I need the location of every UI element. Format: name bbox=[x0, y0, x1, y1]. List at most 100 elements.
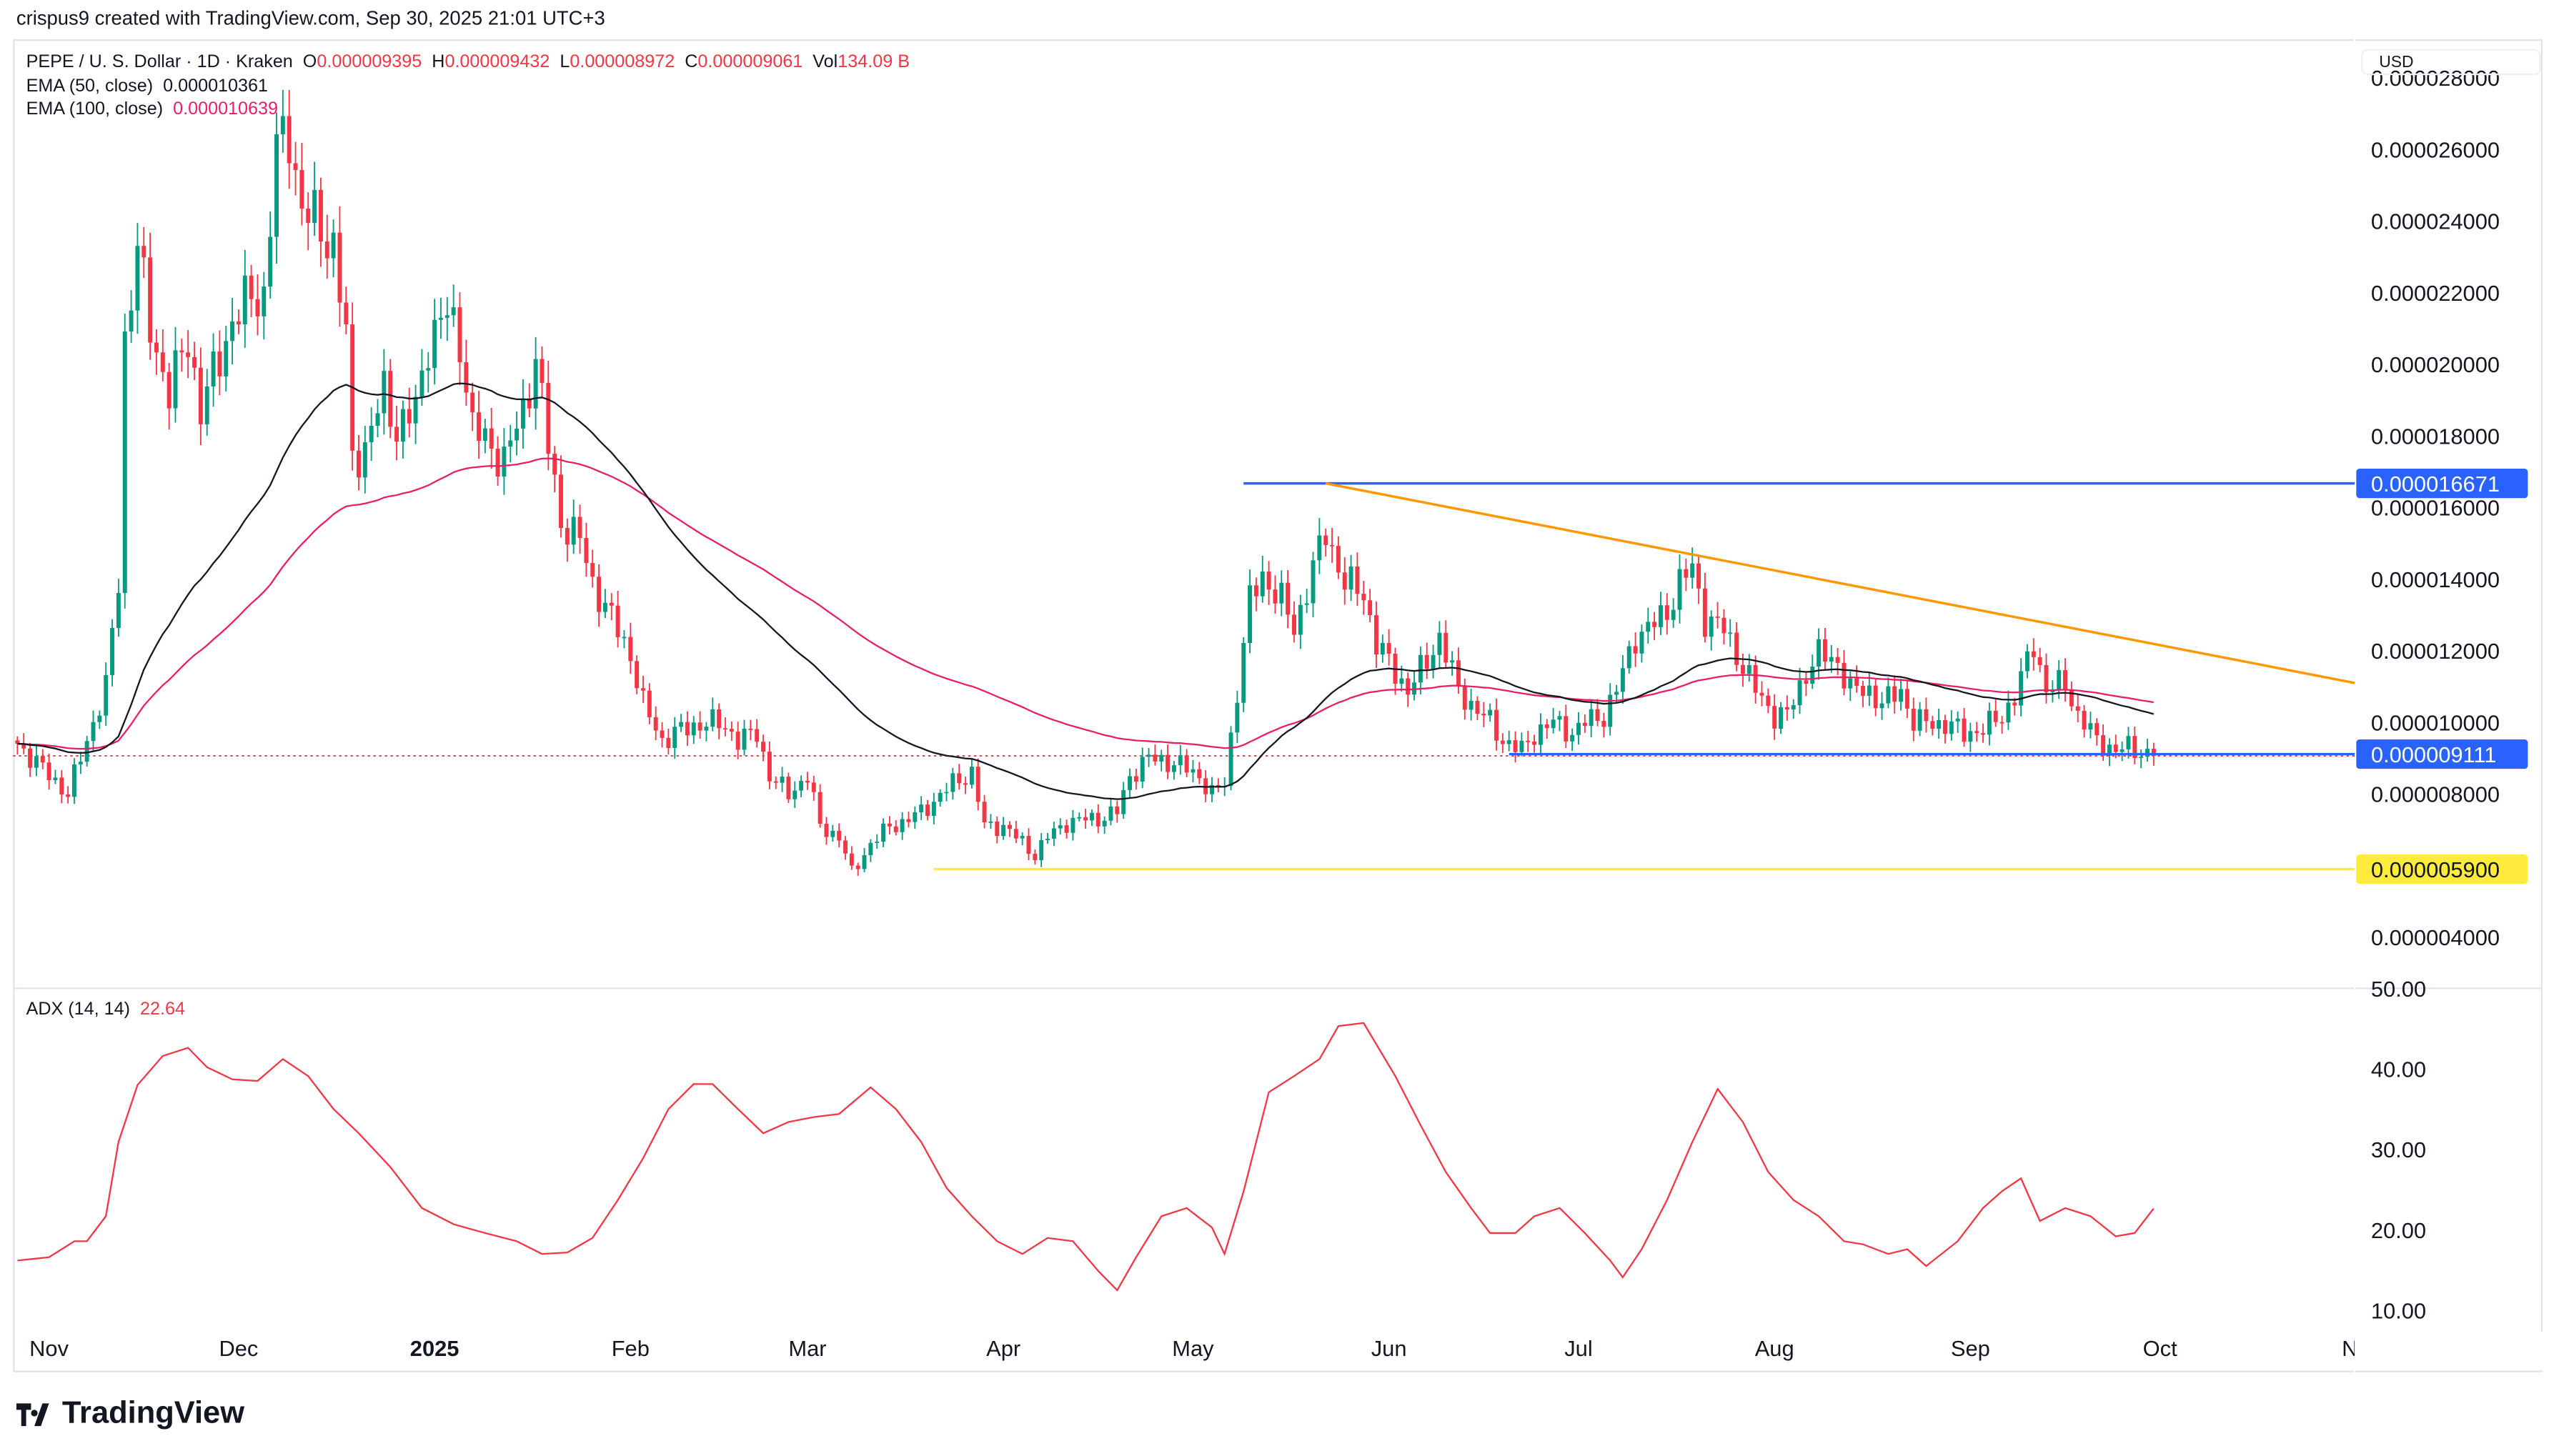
candle-body bbox=[230, 321, 235, 341]
candle-body bbox=[1171, 765, 1176, 772]
candle-body bbox=[407, 409, 412, 424]
candle-body bbox=[173, 350, 178, 409]
candle-body bbox=[1766, 695, 1771, 707]
candle-body bbox=[1039, 839, 1044, 860]
adx-line[interactable] bbox=[17, 1022, 2155, 1292]
candle-body bbox=[1368, 600, 1373, 616]
candle-body bbox=[2050, 690, 2055, 692]
candle-body bbox=[217, 351, 222, 377]
candle-body bbox=[786, 777, 791, 799]
candle-body bbox=[84, 741, 89, 762]
candle-body bbox=[324, 241, 329, 259]
candle-body bbox=[1842, 662, 1847, 689]
ema100-line[interactable] bbox=[17, 457, 2154, 750]
price-tick-label: 0.000010000 bbox=[2371, 710, 2500, 735]
candle-body bbox=[1532, 741, 1537, 745]
candle-body bbox=[1418, 654, 1423, 683]
candle-body bbox=[931, 802, 936, 816]
candle-body bbox=[1608, 694, 1613, 727]
candle-body bbox=[97, 715, 102, 722]
ema50-row[interactable]: EMA (50, close) 0.000010361 bbox=[26, 74, 910, 98]
candle-body bbox=[2069, 689, 2074, 707]
candle-body bbox=[1582, 722, 1587, 727]
candle-body bbox=[780, 777, 785, 783]
candle-body bbox=[767, 752, 772, 782]
currency-selector[interactable]: USD bbox=[2361, 49, 2541, 76]
high-value: 0.000009432 bbox=[444, 52, 550, 72]
candle-body bbox=[1544, 724, 1549, 729]
candle-body bbox=[432, 319, 437, 369]
candle-body bbox=[362, 442, 367, 478]
candle-body bbox=[464, 362, 469, 393]
candle-body bbox=[482, 428, 487, 442]
time-tick-label: May bbox=[1172, 1336, 1214, 1361]
candle-body bbox=[2126, 736, 2131, 749]
candle-body bbox=[729, 729, 734, 732]
candle-body bbox=[224, 341, 229, 377]
candle-body bbox=[1791, 705, 1796, 710]
candle-body bbox=[1146, 754, 1151, 757]
candle-body bbox=[717, 709, 722, 729]
candle-body bbox=[1373, 615, 1378, 655]
candle-body bbox=[1589, 709, 1594, 727]
candle-body bbox=[748, 728, 753, 730]
candle-body bbox=[1620, 668, 1625, 692]
candle-body bbox=[508, 440, 513, 447]
candle-body bbox=[666, 737, 671, 749]
candle-body bbox=[1797, 680, 1802, 706]
candle-body bbox=[1924, 709, 1929, 722]
candle-body bbox=[249, 275, 254, 299]
orange-trendline[interactable] bbox=[1325, 482, 2355, 684]
candle-body bbox=[1013, 829, 1018, 839]
candle-body bbox=[1279, 582, 1284, 604]
candle-body bbox=[1380, 642, 1385, 655]
candle-body bbox=[1020, 836, 1025, 839]
candle-body bbox=[1759, 692, 1764, 696]
candle-body bbox=[419, 370, 424, 397]
candle-body bbox=[849, 853, 854, 866]
candle-body bbox=[685, 722, 690, 736]
candle-body bbox=[2037, 657, 2042, 665]
candle-body bbox=[255, 299, 260, 316]
candle-body bbox=[559, 474, 563, 528]
candle-body bbox=[15, 740, 20, 744]
candle-body bbox=[1854, 678, 1859, 687]
candle-body bbox=[1153, 754, 1158, 762]
candle-body bbox=[192, 356, 197, 368]
candle-body bbox=[1273, 589, 1278, 604]
candle-body bbox=[515, 428, 520, 441]
volume-label: Vol bbox=[813, 52, 838, 72]
candle-body bbox=[1551, 719, 1556, 729]
candle-body bbox=[533, 359, 538, 409]
ema100-row[interactable]: EMA (100, close) 0.000010639 bbox=[26, 98, 910, 121]
candle-body bbox=[1298, 604, 1303, 635]
candle-body bbox=[1822, 639, 1827, 662]
candle-body bbox=[1684, 569, 1689, 578]
candle-body bbox=[1886, 686, 1891, 704]
time-tick-label: Aug bbox=[1755, 1336, 1794, 1361]
tradingview-logo[interactable]: TradingView bbox=[16, 1397, 244, 1432]
ema100-value: 0.000010639 bbox=[173, 99, 279, 119]
time-tick-label: Nov bbox=[29, 1336, 69, 1361]
axis-corner bbox=[2354, 1331, 2543, 1371]
time-tick-label: Dec bbox=[219, 1336, 258, 1361]
candle-body bbox=[46, 762, 51, 781]
candle-body bbox=[697, 722, 702, 731]
candle-body bbox=[242, 275, 247, 325]
adx-legend[interactable]: ADX (14, 14) 22.64 bbox=[26, 999, 185, 1019]
candle-body bbox=[1728, 632, 1733, 634]
candle-body bbox=[1077, 817, 1082, 819]
candle-body bbox=[641, 688, 645, 691]
candle-body bbox=[773, 781, 778, 783]
candle-body bbox=[1962, 718, 1967, 742]
candle-body bbox=[1007, 824, 1012, 829]
candle-body bbox=[1469, 700, 1474, 710]
candle-body bbox=[21, 744, 26, 749]
symbol-title[interactable]: PEPE / U. S. Dollar · 1D · Kraken bbox=[26, 52, 293, 72]
candle-body bbox=[274, 134, 279, 237]
ema50-line[interactable] bbox=[17, 382, 2155, 800]
time-tick-label: Sep bbox=[1951, 1336, 1990, 1361]
candle-body bbox=[1677, 569, 1682, 610]
candle-body bbox=[1526, 740, 1531, 742]
